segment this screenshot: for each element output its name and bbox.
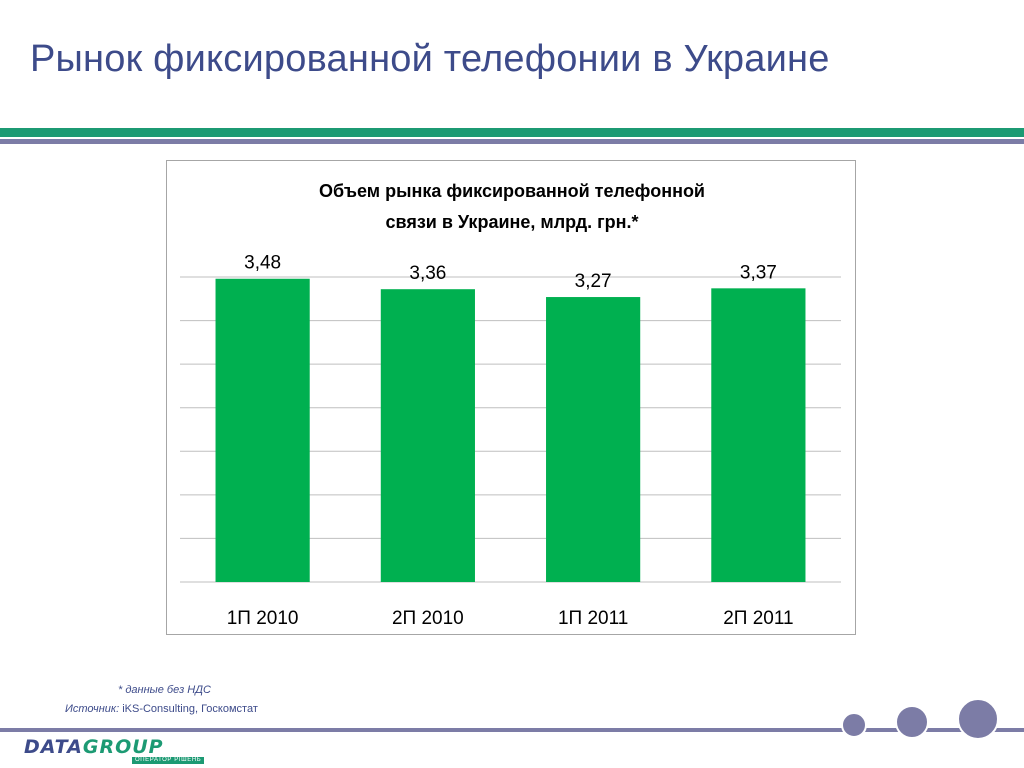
header-band-grey	[0, 139, 1024, 144]
data-label-4: 3,37	[740, 262, 777, 283]
decor-circle-medium	[895, 705, 929, 739]
bar-1	[215, 278, 310, 582]
category-label-3: 1П 2011	[558, 608, 628, 629]
footer-line	[0, 728, 1024, 732]
data-label-3: 3,27	[575, 271, 612, 292]
header-band-green	[0, 128, 1024, 137]
data-label-2: 3,36	[409, 263, 446, 284]
logo-wordmark: DATAGROUP	[24, 737, 219, 757]
source-label: Источник:	[65, 703, 120, 715]
decor-circle-large	[957, 698, 999, 740]
bar-3	[546, 297, 641, 582]
data-label-1: 3,48	[244, 253, 281, 274]
vat-footnote: * данные без НДС	[118, 684, 211, 696]
logo-tagline: ОПЕРАТОР РІШЕНЬ	[132, 757, 205, 764]
bar-2	[380, 289, 475, 582]
bar-4	[711, 288, 806, 582]
category-label-4: 2П 2011	[723, 608, 793, 629]
decor-circle-small	[841, 712, 867, 738]
source-footnote: Источник: iKS-Consulting, Госкомстат	[65, 703, 258, 715]
category-label-2: 2П 2010	[392, 608, 464, 629]
datagroup-logo: DATAGROUP ОПЕРАТОР РІШЕНЬ	[24, 737, 219, 765]
source-value: iKS-Consulting, Госкомстат	[119, 703, 258, 715]
chart-frame: Объем рынка фиксированной телефонной свя…	[166, 160, 856, 635]
bar-chart: Объем рынка фиксированной телефонной свя…	[180, 181, 841, 629]
logo-wordmark-group: GROUP	[82, 736, 164, 758]
logo-wordmark-data: DATA	[24, 736, 83, 758]
category-label-1: 1П 2010	[227, 608, 299, 629]
slide-title: Рынок фиксированной телефонии в Украине	[30, 38, 830, 80]
chart-title-line1: Объем рынка фиксированной телефонной	[319, 181, 705, 201]
chart-title-line2: связи в Украине, млрд. грн.*	[386, 212, 639, 232]
